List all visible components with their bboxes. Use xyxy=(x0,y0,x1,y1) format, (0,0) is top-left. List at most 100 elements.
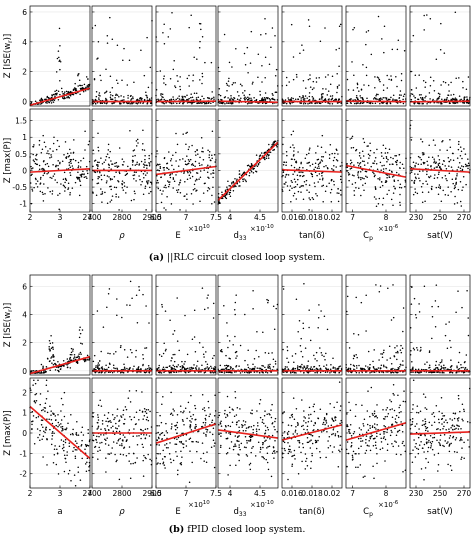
x-tick-label: 2800 xyxy=(112,213,131,222)
scatter-point xyxy=(398,173,400,176)
panel-1-0-6 xyxy=(409,274,471,376)
scatter-point xyxy=(86,358,89,361)
scatter-point xyxy=(379,102,381,105)
scatter-point xyxy=(97,146,99,149)
scatter-point xyxy=(169,442,171,444)
scatter-point xyxy=(227,80,230,82)
scatter-point xyxy=(44,98,46,101)
scatter-point xyxy=(293,146,295,149)
scatter-point xyxy=(46,418,48,420)
scatter-point xyxy=(306,97,308,99)
scatter-point xyxy=(112,364,115,367)
scatter-point xyxy=(366,176,368,179)
scatter-point xyxy=(117,179,119,182)
scatter-point xyxy=(204,102,207,104)
scatter-point xyxy=(209,159,212,161)
scatter-point xyxy=(184,160,187,162)
scatter-point xyxy=(57,50,60,52)
scatter-point xyxy=(338,366,340,368)
scatter-point xyxy=(96,102,99,104)
scatter-point xyxy=(205,414,207,417)
scatter-point xyxy=(57,99,60,101)
scatter-point xyxy=(252,308,254,310)
scatter-point xyxy=(48,360,51,363)
scatter-point xyxy=(226,335,229,337)
scatter-point xyxy=(96,163,98,166)
scatter-point xyxy=(176,426,179,429)
scatter-point xyxy=(136,102,139,105)
scatter-point xyxy=(150,99,152,102)
panel-0-0-2 xyxy=(155,5,217,107)
scatter-point xyxy=(92,99,94,101)
scatter-point xyxy=(403,167,405,170)
scatter-point xyxy=(39,393,42,395)
scatter-point xyxy=(357,172,359,174)
scatter-point xyxy=(324,99,327,101)
scatter-point xyxy=(71,187,74,189)
scatter-point xyxy=(135,368,138,371)
scatter-point xyxy=(171,423,173,425)
scatter-point xyxy=(43,371,45,374)
scatter-point xyxy=(284,366,287,368)
scatter-point xyxy=(292,56,295,58)
scatter-point xyxy=(339,23,342,26)
scatter-point xyxy=(142,129,144,132)
scatter-point xyxy=(302,322,304,324)
scatter-point xyxy=(285,150,288,153)
scatter-point xyxy=(188,146,190,148)
scatter-point xyxy=(58,27,61,30)
scatter-point xyxy=(208,156,210,159)
scatter-point xyxy=(100,157,102,159)
scatter-point xyxy=(324,98,327,100)
scatter-point xyxy=(365,43,367,46)
scatter-point xyxy=(38,144,41,146)
scatter-point xyxy=(114,417,116,419)
scatter-point xyxy=(448,165,450,167)
scatter-point xyxy=(398,367,400,370)
scatter-point xyxy=(105,68,107,71)
scatter-point xyxy=(119,437,121,440)
scatter-point xyxy=(400,187,403,189)
scatter-point xyxy=(439,371,441,374)
scatter-point xyxy=(191,102,193,105)
scatter-point xyxy=(288,99,290,101)
scatter-point xyxy=(229,357,231,360)
scatter-point xyxy=(436,99,438,101)
scatter-point xyxy=(97,177,99,180)
scatter-point xyxy=(206,451,208,453)
scatter-point xyxy=(282,101,284,104)
scatter-point xyxy=(225,102,228,104)
scatter-point xyxy=(148,163,151,165)
scatter-point xyxy=(165,366,167,369)
scatter-point xyxy=(199,40,201,43)
scatter-point xyxy=(275,307,277,310)
scatter-point xyxy=(70,479,72,482)
scatter-point xyxy=(413,95,415,97)
scatter-point xyxy=(30,168,33,170)
scatter-point xyxy=(266,371,269,374)
scatter-point xyxy=(296,183,299,186)
scatter-point xyxy=(422,102,424,105)
scatter-point xyxy=(117,180,120,183)
scatter-point xyxy=(170,360,172,362)
scatter-point xyxy=(314,162,317,164)
scatter-point xyxy=(181,368,183,370)
scatter-point xyxy=(380,169,382,171)
scatter-point xyxy=(142,459,144,462)
scatter-point xyxy=(195,92,198,94)
scatter-point xyxy=(134,164,137,166)
scatter-point xyxy=(114,165,116,167)
scatter-point xyxy=(228,85,230,87)
scatter-point xyxy=(437,193,440,195)
scatter-point xyxy=(261,371,264,373)
scatter-point xyxy=(431,156,434,159)
scatter-point xyxy=(42,409,44,411)
scatter-point xyxy=(450,371,452,373)
scatter-point xyxy=(323,315,326,318)
scatter-point xyxy=(48,101,51,104)
scatter-point xyxy=(399,204,401,206)
scatter-point xyxy=(465,354,468,356)
scatter-point xyxy=(141,148,144,151)
scatter-point xyxy=(248,174,251,177)
scatter-point xyxy=(317,165,320,167)
